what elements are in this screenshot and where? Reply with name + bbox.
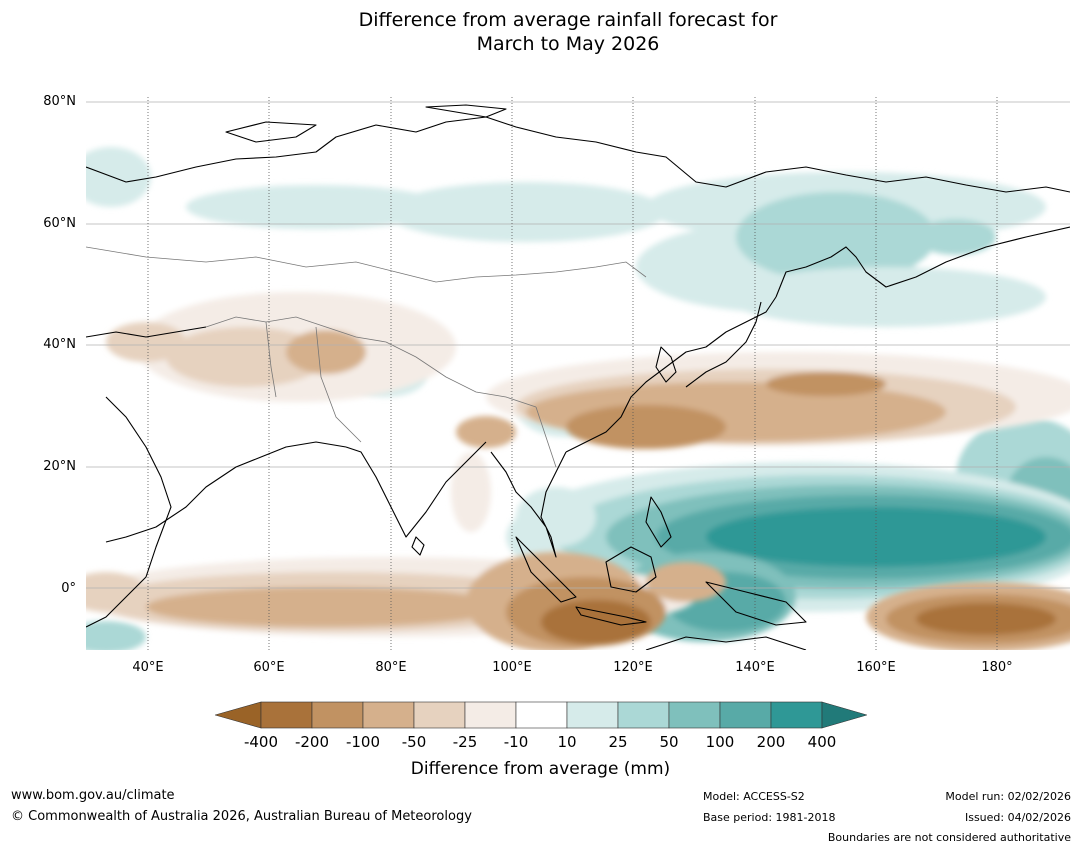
longitude-gridlines [147,97,998,650]
colorbar-tick: 200 [756,733,786,751]
base-period: Base period: 1981-2018 [703,811,836,824]
colorbar-bin-minus100-minus50 [362,701,415,729]
latitude-gridlines [86,101,1070,589]
colorbar-tick: 25 [608,733,628,751]
copyright-notice: © Commonwealth of Australia 2026, Austra… [11,809,472,824]
colorbar-bin-minus200-minus100 [311,701,364,729]
lat-label-40n: 40°N [43,337,76,352]
colorbar-bin-100-200 [719,701,772,729]
website-link[interactable]: www.bom.gov.au/climate [11,788,175,803]
lon-label-120e: 120°E [613,660,653,675]
colorbar-title: Difference from average (mm) [410,759,671,779]
colorbar-bin-10-25 [566,701,619,729]
colorbar-bin-minus25-minus10 [464,701,517,729]
lon-label-100e: 100°E [492,660,532,675]
colorbar-legend [215,701,867,729]
colorbar-tick: 50 [659,733,679,751]
lon-label-40e: 40°E [132,660,164,675]
colorbar-tick: -200 [294,733,330,751]
lat-label-60n: 60°N [43,216,76,231]
lon-label-160e: 160°E [856,660,896,675]
colorbar-tick: -25 [452,733,478,751]
title-line-1: Difference from average rainfall forecas… [358,9,778,31]
model-run-date: Model run: 02/02/2026 [945,790,1071,803]
lat-label-20n: 20°N [43,459,76,474]
colorbar-extend-below [215,701,262,729]
colorbar-tick: -400 [243,733,279,751]
model-name: Model: ACCESS-S2 [703,790,805,803]
coastlines [86,104,1070,650]
lon-label-140e: 140°E [735,660,775,675]
rainfall-anomaly-map [86,97,1070,650]
colorbar-bin-minus400-minus200 [260,701,313,729]
title-line-2: March to May 2026 [476,33,660,55]
map-canvas [86,97,1070,650]
colorbar-bin-25-50 [617,701,670,729]
country-borders [86,246,647,468]
colorbar-tick: 10 [557,733,577,751]
lon-label-60e: 60°E [253,660,285,675]
lat-label-equator: 0° [61,581,76,596]
colorbar-bin-50-100 [668,701,721,729]
map-title: Difference from average rainfall forecas… [0,8,1081,56]
lon-label-80e: 80°E [375,660,407,675]
lat-label-80n: 80°N [43,94,76,109]
dry-anomaly-regions [86,292,1070,650]
colorbar-extend-above [821,701,867,729]
colorbar-bin-200-400 [770,701,823,729]
issued-date: Issued: 04/02/2026 [964,811,1071,824]
colorbar-tick: 100 [705,733,735,751]
colorbar-bin-minus50-minus25 [413,701,466,729]
lon-label-180: 180° [981,660,1013,675]
colorbar-tick: -50 [401,733,427,751]
colorbar-tick: -100 [345,733,381,751]
colorbar-bin-minus10-10 [515,701,568,729]
colorbar-tick: -10 [503,733,529,751]
boundary-disclaimer: Boundaries are not considered authoritat… [827,831,1071,844]
wet-anomaly-regions [86,147,1070,650]
colorbar-tick: 400 [807,733,837,751]
